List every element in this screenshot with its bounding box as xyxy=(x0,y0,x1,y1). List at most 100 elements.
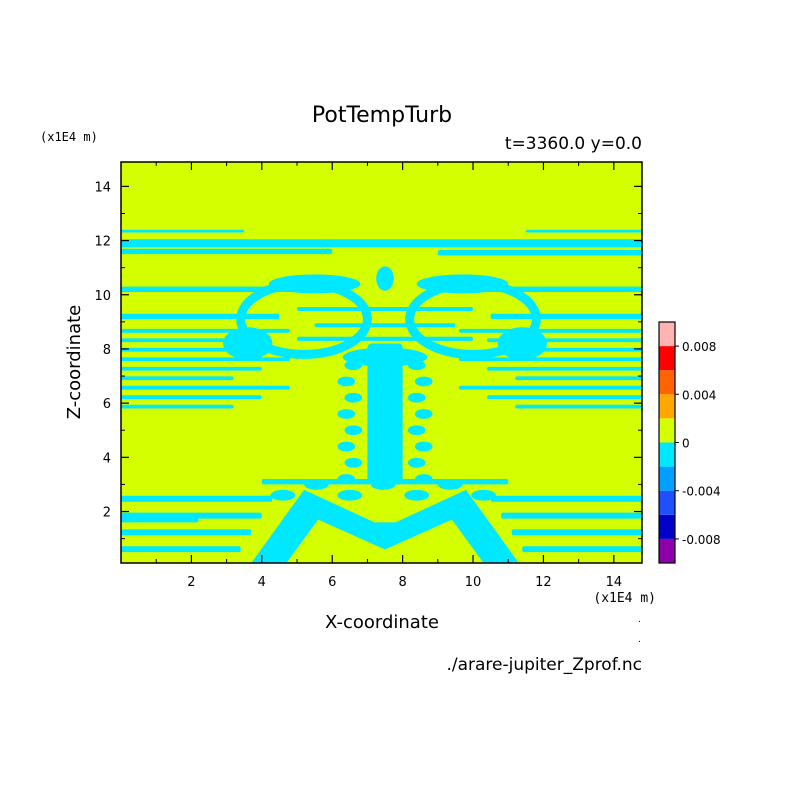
y-axis-label: Z-coordinate xyxy=(64,305,85,420)
contour-features xyxy=(121,229,642,563)
stem-blob xyxy=(344,360,363,371)
lower-right-band xyxy=(490,495,642,502)
x-tick-label: 6 xyxy=(328,575,336,590)
colorbar-tick-label: 0 xyxy=(682,437,690,451)
colorbar-tick-label: 0.008 xyxy=(682,340,716,354)
cap-wing-right xyxy=(497,327,547,360)
cap-center-knob xyxy=(376,266,394,291)
lower-right-band xyxy=(522,546,642,553)
lower-right-band xyxy=(501,512,642,519)
cap-ribbon-1 xyxy=(297,306,474,312)
colorbar-swatch xyxy=(659,418,675,443)
right-streak xyxy=(458,328,642,333)
y-axis: 2 4 6 8 10 12 14 xyxy=(94,180,642,540)
left-streak xyxy=(121,395,262,400)
x-axis: 2 4 6 8 10 12 14 xyxy=(155,162,623,590)
y-tick-label: 12 xyxy=(94,235,111,250)
stem xyxy=(367,343,403,485)
plume-blob xyxy=(337,489,363,501)
stem-blob xyxy=(407,425,426,436)
stem-blob xyxy=(414,376,433,387)
lower-right-band xyxy=(511,529,642,536)
left-streak xyxy=(121,404,234,409)
cap-ribbon-2 xyxy=(314,323,456,328)
x-tick-label: 12 xyxy=(535,575,552,590)
x-tick-label: 2 xyxy=(187,575,195,590)
stem-blob xyxy=(337,376,356,387)
scroll-dot: . xyxy=(638,615,641,625)
colorbar-swatch xyxy=(659,322,675,347)
left-streak xyxy=(121,376,234,381)
colorbar-swatch xyxy=(659,370,675,395)
source-file-label: ./arare-jupiter_Zprof.nc xyxy=(446,655,642,675)
stem-blob xyxy=(407,392,426,403)
stem-blob xyxy=(337,409,356,419)
right-streak xyxy=(515,404,642,409)
upper-band-5 xyxy=(525,229,642,233)
cap-ribbon-3 xyxy=(297,336,474,341)
y-tick-label: 4 xyxy=(103,451,111,466)
base-plume xyxy=(251,489,519,563)
right-streak xyxy=(515,347,642,352)
y-tick-label: 6 xyxy=(103,397,111,412)
stem-blob xyxy=(414,409,433,419)
x-axis-label: X-coordinate xyxy=(325,612,439,633)
x-tick-label: 14 xyxy=(606,575,623,590)
cap-left-top xyxy=(268,274,361,294)
x-tick-label: 8 xyxy=(398,575,406,590)
y-tick-label: 8 xyxy=(103,343,111,358)
stem-flare xyxy=(342,347,428,367)
chart-subtitle: t=3360.0 y=0.0 xyxy=(505,134,642,154)
stem-blob xyxy=(407,360,426,371)
colorbar-swatch xyxy=(659,466,675,491)
colorbar-swatch xyxy=(659,538,675,563)
chart-title: PotTempTurb xyxy=(312,103,452,128)
right-streak xyxy=(458,385,642,390)
stem-blob xyxy=(337,441,356,452)
colorbar-tick-label: -0.008 xyxy=(682,533,721,547)
stem-blob xyxy=(414,441,433,452)
right-streak xyxy=(487,366,642,371)
lower-left-band xyxy=(121,512,199,523)
upper-band xyxy=(121,239,642,248)
colorbar-tick-label: 0.004 xyxy=(682,388,716,402)
left-streak xyxy=(121,366,262,371)
colorbar-tick-label: -0.004 xyxy=(682,485,721,499)
right-band-9 xyxy=(490,313,642,320)
x-tick-label: 4 xyxy=(258,575,266,590)
y-tick-label: 10 xyxy=(94,289,111,304)
stem-blob xyxy=(344,392,363,403)
stem-blob xyxy=(344,425,363,436)
right-streak xyxy=(458,357,642,362)
y-tick-label: 2 xyxy=(103,506,111,521)
cap-wing-left xyxy=(223,327,273,360)
plume-blob xyxy=(270,489,296,501)
colorbar-swatch xyxy=(659,490,675,515)
left-band-9 xyxy=(121,313,280,320)
plume-blob xyxy=(471,489,496,501)
right-streak xyxy=(487,395,642,400)
y-tick-label: 14 xyxy=(94,180,111,195)
stem-blob xyxy=(344,457,363,468)
plume-blob xyxy=(404,489,430,501)
colorbar-swatch xyxy=(659,514,675,539)
left-streak xyxy=(121,347,234,352)
upper-band-3 xyxy=(437,250,642,256)
colorbar-swatch xyxy=(659,346,675,371)
lower-left-band xyxy=(121,546,241,553)
upper-band-2 xyxy=(121,248,333,255)
plot-area xyxy=(121,162,642,563)
upper-band-4 xyxy=(121,229,245,233)
colorbar-swatch xyxy=(659,442,675,467)
right-streak xyxy=(515,376,642,381)
left-streak xyxy=(121,357,290,362)
lower-left-band xyxy=(121,529,252,536)
colorbar-swatch xyxy=(659,394,675,419)
x-unit-label: (x1E4 m) xyxy=(593,591,656,606)
stem-blob xyxy=(407,457,426,468)
x-tick-label: 10 xyxy=(465,575,482,590)
left-streak xyxy=(121,385,290,390)
plot-frame xyxy=(120,161,643,564)
y-unit-label: (x1E4 m) xyxy=(40,130,98,144)
